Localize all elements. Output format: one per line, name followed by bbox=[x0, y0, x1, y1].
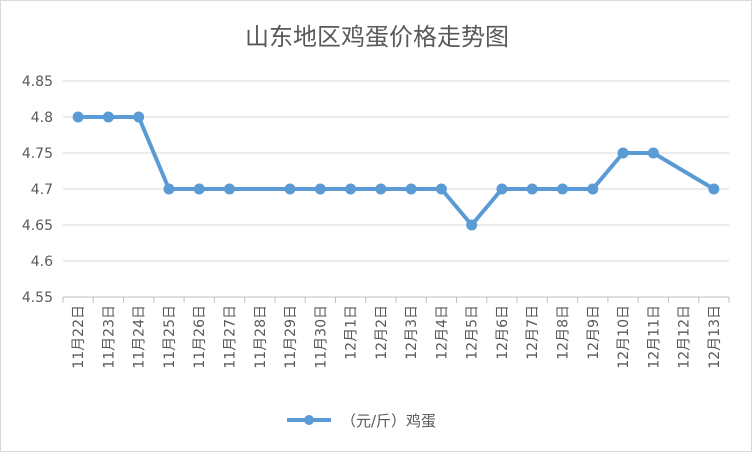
data-point bbox=[617, 147, 629, 159]
legend-series-name: （元/斤）鸡蛋 bbox=[341, 412, 436, 430]
x-tick-label: 12月8日 bbox=[556, 305, 572, 360]
data-point bbox=[496, 183, 508, 195]
x-tick-label: 11月28日 bbox=[253, 305, 269, 369]
x-tick-label: 12月7日 bbox=[525, 305, 541, 360]
y-tick-label: 4.7 bbox=[31, 182, 53, 198]
x-tick-label: 12月5日 bbox=[465, 305, 481, 360]
data-point bbox=[405, 183, 417, 195]
x-tick-label: 11月27日 bbox=[223, 305, 239, 369]
x-tick-label: 12月12日 bbox=[677, 305, 693, 369]
x-tick-label: 12月10日 bbox=[616, 305, 632, 369]
x-tick-label: 11月25日 bbox=[162, 305, 178, 369]
data-point bbox=[284, 183, 296, 195]
data-point bbox=[435, 183, 447, 195]
data-point bbox=[193, 183, 205, 195]
x-axis: 11月22日 11月23日 11月24日 11月25日 11月26日 11月27日 11月2… bbox=[62, 296, 730, 369]
x-tick-label: 11月30日 bbox=[313, 305, 329, 369]
x-tick-label: 12月4日 bbox=[434, 305, 450, 360]
legend: （元/斤）鸡蛋 bbox=[287, 412, 436, 430]
data-point bbox=[224, 183, 235, 195]
data-point bbox=[557, 183, 568, 195]
x-tick-label: 12月9日 bbox=[586, 305, 602, 360]
x-tick-label: 12月6日 bbox=[495, 305, 511, 360]
x-tick-label: 12月3日 bbox=[404, 305, 420, 360]
y-tick-label: 4.75 bbox=[22, 146, 53, 162]
x-tick-label: 11月29日 bbox=[283, 305, 299, 369]
x-tick-label: 12月13日 bbox=[707, 305, 723, 369]
data-point bbox=[708, 183, 720, 195]
y-tick-label: 4.6 bbox=[31, 254, 53, 270]
y-axis: 4.55 4.6 4.65 4.7 4.75 4.8 4.85 bbox=[22, 74, 53, 306]
x-tick-label: 11月23日 bbox=[101, 305, 117, 369]
y-tick-label: 4.85 bbox=[22, 74, 53, 90]
x-tick-label: 11月24日 bbox=[132, 305, 148, 369]
data-point bbox=[375, 183, 387, 195]
data-point bbox=[163, 183, 175, 195]
x-tick-label: 12月11日 bbox=[646, 305, 662, 369]
data-point bbox=[466, 219, 478, 231]
data-point bbox=[133, 111, 145, 123]
y-tick-label: 4.65 bbox=[22, 218, 53, 234]
data-point bbox=[587, 183, 599, 195]
legend-marker-swatch bbox=[304, 415, 314, 425]
chart-title: 山东地区鸡蛋价格走势图 bbox=[245, 23, 509, 51]
x-tick-label: 11月26日 bbox=[192, 305, 208, 369]
data-point bbox=[314, 183, 326, 195]
y-tick-label: 4.8 bbox=[31, 110, 53, 126]
data-point bbox=[72, 111, 84, 123]
series-layer bbox=[72, 111, 720, 231]
data-point bbox=[345, 183, 357, 195]
x-tick-label: 12月2日 bbox=[374, 305, 390, 360]
series-line bbox=[76, 115, 716, 227]
x-tick-label: 12月1日 bbox=[344, 305, 360, 360]
y-tick-label: 4.55 bbox=[22, 290, 53, 306]
data-point bbox=[526, 183, 538, 195]
data-point bbox=[647, 147, 659, 159]
x-tick-label: 11月22日 bbox=[71, 305, 87, 369]
data-point bbox=[102, 111, 114, 123]
